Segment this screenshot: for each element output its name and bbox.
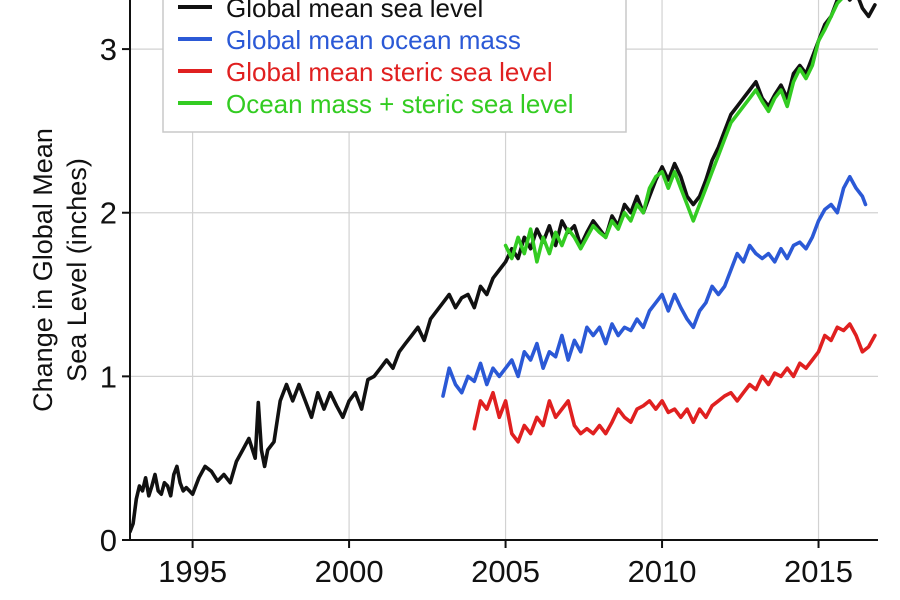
x-tick-label: 1995 <box>158 554 227 589</box>
y-tick-label: 1 <box>100 359 117 394</box>
legend-box <box>162 0 627 133</box>
series-line-global-mean-steric-sea-level <box>472 322 877 444</box>
y-axis-title-line: Sea Level (inches) <box>62 158 92 382</box>
series-line-ocean-mass-steric-sea-level <box>503 0 843 264</box>
data-series <box>130 0 877 534</box>
axes: 1995 2000 2005 2010 2015 0 1 2 3 <box>100 0 878 589</box>
y-axis-title: Change in Global Mean Sea Level (inches) <box>28 128 92 412</box>
x-tick-label: 2000 <box>315 554 384 589</box>
y-tick-label: 0 <box>100 523 117 558</box>
legend-label-global-mean-steric-sea-level: Global mean steric sea level <box>226 57 553 87</box>
y-tick-label: 2 <box>100 196 117 231</box>
series-line-global-mean-sea-level <box>130 0 877 534</box>
series-line-global-mean-ocean-mass <box>441 174 868 398</box>
legend-label-global-mean-sea-level: Global mean sea level <box>226 0 483 23</box>
x-tick-label: 2010 <box>628 554 697 589</box>
axis-labels: Change in Global Mean Sea Level (inches) <box>28 128 92 412</box>
x-tick-label: 2015 <box>784 554 853 589</box>
y-tick-label: 3 <box>100 32 117 67</box>
y-axis-title-line: Change in Global Mean <box>28 128 58 412</box>
legend-label-ocean-mass-steric-sea-level: Ocean mass + steric sea level <box>226 89 574 119</box>
legend-label-global-mean-ocean-mass: Global mean ocean mass <box>226 25 521 55</box>
x-tick-label: 2005 <box>471 554 540 589</box>
